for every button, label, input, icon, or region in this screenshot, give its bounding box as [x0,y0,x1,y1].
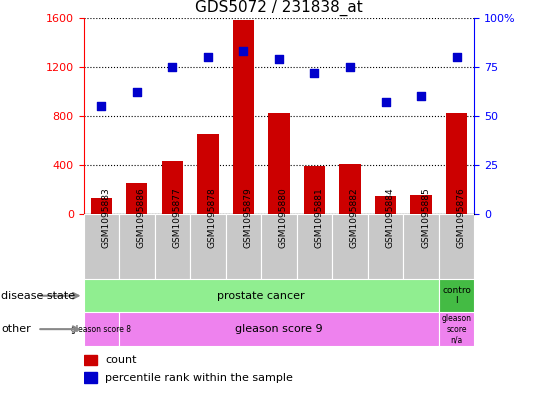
Text: GSM1095885: GSM1095885 [421,187,430,248]
Text: percentile rank within the sample: percentile rank within the sample [105,373,293,383]
Bar [84,214,119,279]
Text: GSM1095879: GSM1095879 [244,187,252,248]
Point [310,70,319,76]
Text: GSM1095878: GSM1095878 [208,187,217,248]
Bar [439,312,474,346]
Bar [84,354,97,365]
Bar [126,184,148,214]
Text: GSM1095881: GSM1095881 [314,187,323,248]
Bar [226,214,261,279]
Bar [155,214,190,279]
Bar [332,214,368,279]
Bar [304,166,325,214]
Bar [375,196,396,214]
Text: gleason
score
n/a: gleason score n/a [441,314,472,344]
Bar [296,214,332,279]
Bar [446,114,467,214]
Point [239,48,248,54]
Bar [368,214,403,279]
Text: contro
l: contro l [442,286,471,305]
Text: other: other [1,324,31,334]
Bar [403,214,439,279]
Text: gleason score 8: gleason score 8 [71,325,132,334]
Point [204,54,212,60]
Bar [119,312,439,346]
Bar [261,214,296,279]
Bar [410,195,432,214]
Text: count: count [105,355,136,365]
Text: GSM1095877: GSM1095877 [172,187,181,248]
Bar [91,198,112,214]
Bar [84,373,97,383]
Point [381,99,390,105]
Text: disease state: disease state [1,291,75,301]
Point [275,56,284,62]
Bar [268,114,289,214]
Bar [439,279,474,312]
Bar [84,312,119,346]
Text: GSM1095880: GSM1095880 [279,187,288,248]
Point [133,89,141,95]
Bar [190,214,226,279]
Point [452,54,461,60]
Text: GSM1095884: GSM1095884 [385,187,395,248]
Title: GDS5072 / 231838_at: GDS5072 / 231838_at [195,0,363,17]
Point [345,64,354,70]
Bar [233,20,254,214]
Bar [197,134,218,214]
Text: prostate cancer: prostate cancer [217,291,305,301]
Bar [119,214,155,279]
Bar [162,162,183,214]
Text: GSM1095876: GSM1095876 [457,187,466,248]
Bar [439,214,474,279]
Text: GSM1095882: GSM1095882 [350,187,359,248]
Bar [340,164,361,214]
Point [168,64,177,70]
Point [97,103,106,109]
Text: GSM1095883: GSM1095883 [101,187,110,248]
Text: gleason score 9: gleason score 9 [235,324,323,334]
Point [417,93,425,99]
Text: GSM1095886: GSM1095886 [137,187,146,248]
